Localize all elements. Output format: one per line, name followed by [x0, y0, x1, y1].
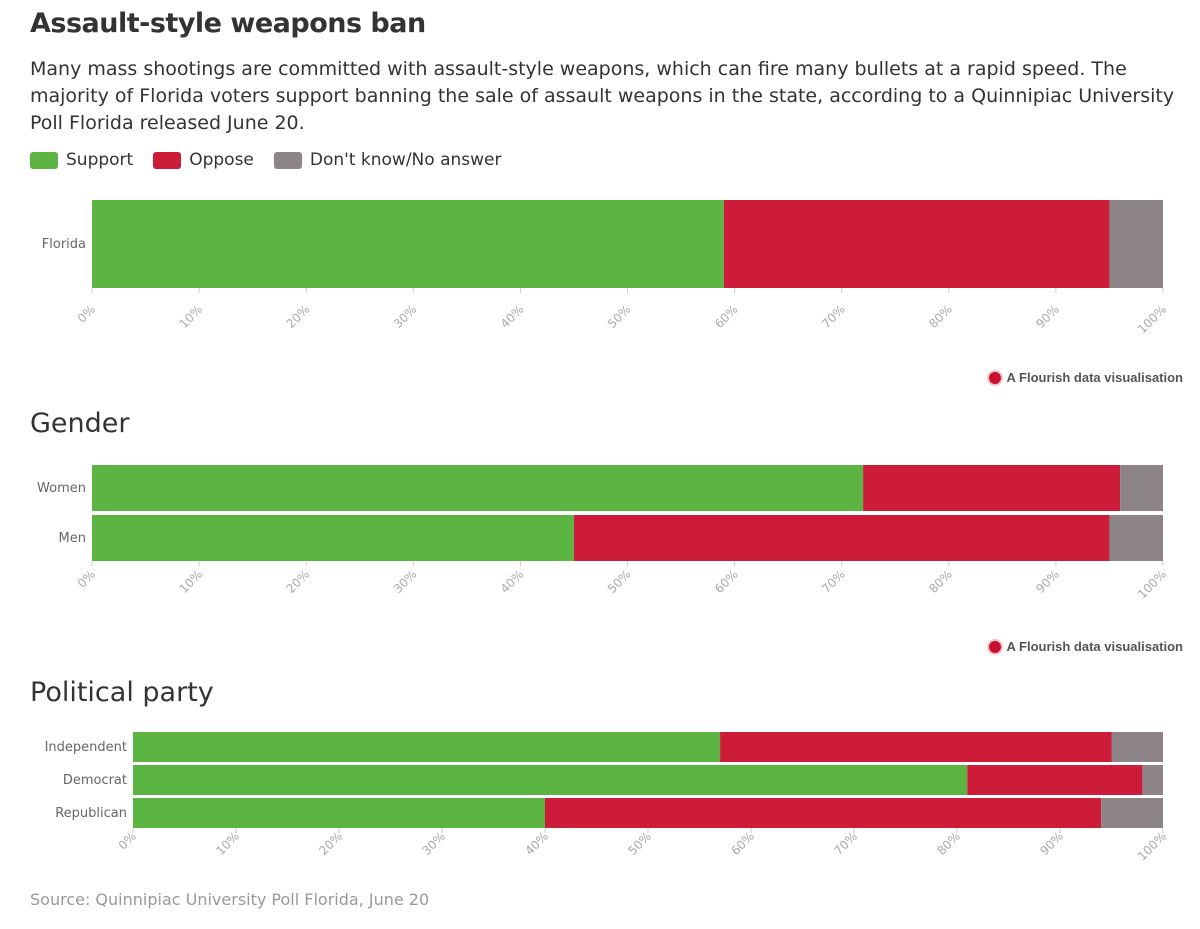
bar-oppose-independent[interactable] — [720, 732, 1112, 762]
tick-label: 40% — [498, 567, 527, 596]
tick-label: 90% — [1033, 567, 1062, 596]
legend-label-support: Support — [66, 150, 134, 170]
bar-dont-know-independent[interactable] — [1111, 732, 1164, 762]
bar-support-men[interactable] — [92, 515, 574, 561]
tick-label: 0% — [75, 302, 98, 325]
tick-label: 100% — [1135, 829, 1169, 863]
tick-label: 30% — [419, 829, 448, 858]
tick-label: 50% — [605, 567, 634, 596]
bar-support-independent[interactable] — [133, 732, 721, 762]
bar-dont-know-republican[interactable] — [1101, 798, 1163, 828]
tick-label: 30% — [391, 567, 420, 596]
legend-swatch-dont-know — [273, 151, 302, 169]
flourish-credit-2[interactable]: A Flourish data visualisation — [988, 639, 1184, 654]
tick-label: 0% — [116, 829, 139, 852]
florida-chart: Florida 0% 10% 20% 30% 40% 50% 60% 70% 80% 90% 100% — [42, 200, 1169, 336]
legend-swatch-oppose — [153, 151, 182, 169]
flourish-credit-label: A Flourish data visualisation — [1006, 639, 1184, 654]
tick-label: 20% — [316, 829, 345, 858]
bar-oppose-democrat[interactable] — [967, 765, 1143, 795]
bar-dont-know-democrat[interactable] — [1142, 765, 1163, 795]
tick-label: 10% — [176, 567, 205, 596]
flourish-credit-label: A Flourish data visualisation — [1006, 370, 1184, 385]
tick-label: 0% — [75, 567, 98, 590]
legend-item-oppose[interactable]: Oppose — [153, 150, 254, 170]
tick-label: 90% — [1037, 829, 1066, 858]
bar-oppose-republican[interactable] — [545, 798, 1102, 828]
party-chart: Independent Democrat Republican 0% 10% 20% 30%… — [45, 732, 1169, 863]
gender-chart: Women Men 0% 10% 20% 30% 40% 50% 60% 70% 80% 90% 100… — [37, 465, 1169, 601]
bar-support-republican[interactable] — [133, 798, 545, 828]
bar-dont-know-women[interactable] — [1120, 465, 1163, 511]
bar-support-florida[interactable] — [92, 200, 724, 288]
category-label: Democrat — [63, 773, 127, 788]
legend: Support Oppose Don't know/No answer — [30, 150, 521, 170]
tick-label: 80% — [926, 302, 955, 331]
flourish-logo-icon — [988, 640, 1001, 653]
tick-label: 90% — [1033, 302, 1062, 331]
tick-label: 30% — [391, 302, 420, 331]
legend-label-oppose: Oppose — [189, 150, 254, 170]
gender-section-title: Gender — [30, 408, 130, 439]
tick-label: 60% — [712, 302, 741, 331]
bar-support-women[interactable] — [92, 465, 864, 511]
tick-label: 100% — [1135, 302, 1169, 336]
tick-label: 40% — [498, 302, 527, 331]
tick-label: 60% — [728, 829, 757, 858]
bar-dont-know-florida[interactable] — [1109, 200, 1163, 288]
bar-oppose-women[interactable] — [863, 465, 1121, 511]
category-label: Women — [37, 481, 86, 496]
tick-label: 20% — [284, 302, 313, 331]
tick-label: 100% — [1135, 567, 1169, 601]
category-label: Independent — [45, 740, 127, 755]
category-label: Republican — [55, 806, 127, 821]
tick-label: 60% — [712, 567, 741, 596]
chart-title: Assault-style weapons ban — [30, 8, 426, 39]
tick-label: 50% — [625, 829, 654, 858]
tick-label: 70% — [819, 567, 848, 596]
legend-item-dont-know[interactable]: Don't know/No answer — [273, 150, 502, 170]
legend-label-dont-know: Don't know/No answer — [309, 150, 502, 170]
tick-label: 40% — [522, 829, 551, 858]
tick-label: 80% — [934, 829, 963, 858]
tick-label: 80% — [926, 567, 955, 596]
tick-label: 10% — [176, 302, 205, 331]
flourish-credit-1[interactable]: A Flourish data visualisation — [988, 370, 1184, 385]
tick-label: 70% — [819, 302, 848, 331]
source-note: Source: Quinnipiac University Poll Flori… — [30, 890, 430, 909]
bar-support-democrat[interactable] — [133, 765, 968, 795]
tick-label: 20% — [284, 567, 313, 596]
legend-swatch-support — [30, 151, 58, 169]
bar-dont-know-men[interactable] — [1109, 515, 1163, 561]
legend-item-support[interactable]: Support — [30, 150, 133, 170]
category-label: Men — [59, 531, 86, 546]
tick-label: 50% — [605, 302, 634, 331]
flourish-logo-icon — [988, 371, 1001, 384]
chart-subtitle: Many mass shootings are committed with a… — [30, 58, 1175, 134]
tick-label: 10% — [213, 829, 242, 858]
party-section-title: Political party — [30, 677, 214, 708]
bar-oppose-florida[interactable] — [723, 200, 1110, 288]
bar-oppose-men[interactable] — [573, 515, 1110, 561]
category-label: Florida — [42, 237, 86, 252]
tick-label: 70% — [831, 829, 860, 858]
